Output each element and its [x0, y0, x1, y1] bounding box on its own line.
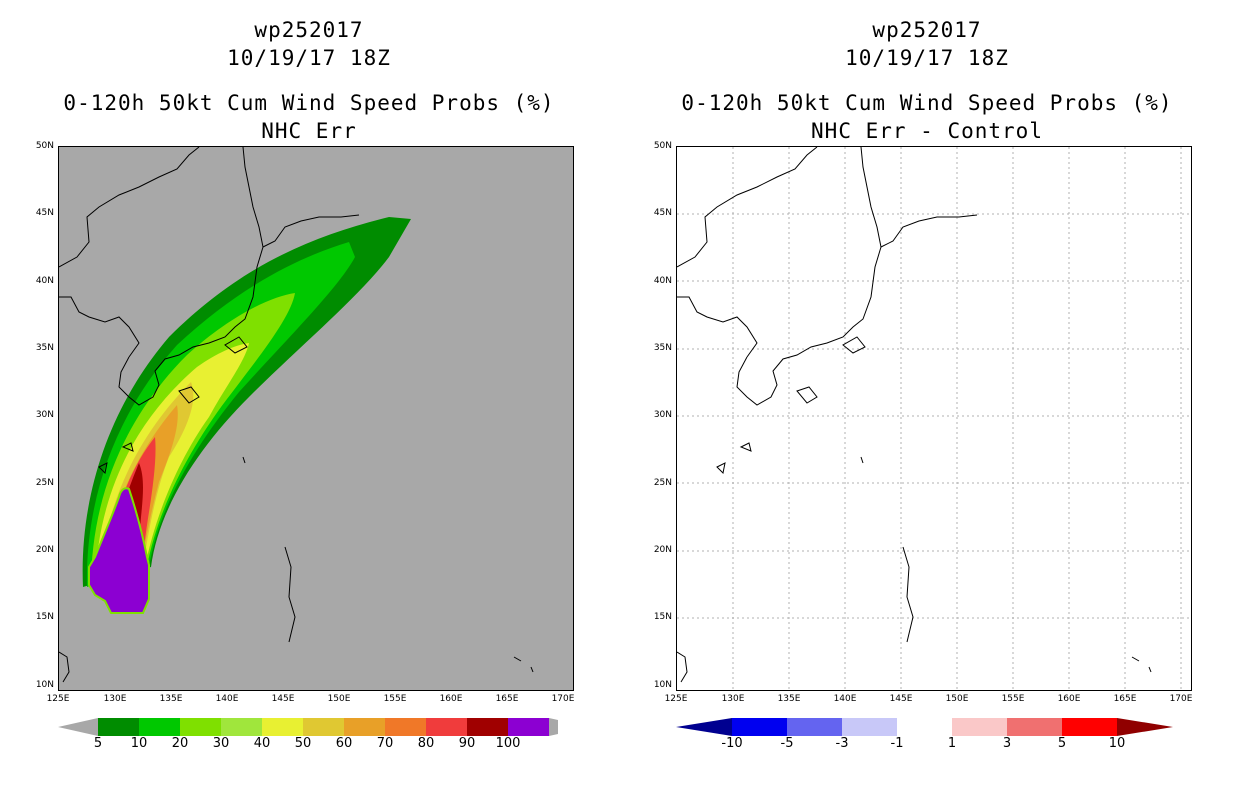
lat-label: 45N: [35, 208, 54, 218]
colorbar-label: 50: [294, 736, 312, 751]
lon-label: 160E: [439, 694, 463, 704]
lon-label: 125E: [46, 694, 70, 704]
colorbar-label: -5: [780, 736, 794, 751]
lat-label: 25N: [653, 478, 672, 488]
product-title: 0-120h 50kt Cum Wind Speed Probs (%): [63, 91, 555, 115]
product-title: 0-120h 50kt Cum Wind Speed Probs (%): [681, 91, 1173, 115]
lon-label: 165E: [495, 694, 519, 704]
lat-label: 25N: [35, 478, 54, 488]
coastlines: [59, 147, 534, 683]
colorbar-label: 10: [1108, 736, 1126, 751]
colorbar-label: 70: [376, 736, 394, 751]
colorbar-arrow-left: [676, 718, 732, 736]
map-canvas: [677, 147, 1191, 690]
lat-label: 35N: [653, 343, 672, 353]
lon-label: 130E: [721, 694, 745, 704]
colorbar-swatch: [1062, 718, 1117, 736]
date-time: 10/19/17 18Z: [845, 46, 1009, 70]
lon-label: 150E: [945, 694, 969, 704]
colorbar-swatch: [426, 718, 467, 736]
lon-label: 165E: [1113, 694, 1137, 704]
colorbar-arrow-right: [1117, 718, 1173, 736]
date-time: 10/19/17 18Z: [227, 46, 391, 70]
lat-label: 50N: [35, 141, 54, 151]
lon-label: 170E: [1169, 694, 1193, 704]
colorbar-arrow-left: [58, 718, 98, 736]
colorbar-swatch: [787, 718, 842, 736]
lat-label: 15N: [35, 612, 54, 622]
lon-label: 170E: [551, 694, 575, 704]
lat-label: 20N: [653, 545, 672, 555]
lon-label: 155E: [1001, 694, 1025, 704]
lat-label: 20N: [35, 545, 54, 555]
colorbar-label: 40: [253, 736, 271, 751]
colorbar-label: -10: [721, 736, 743, 751]
colorbar-arrow-right: [549, 718, 558, 736]
lon-label: 135E: [159, 694, 183, 704]
lat-label: 45N: [653, 208, 672, 218]
colorbar-swatch: [385, 718, 426, 736]
lat-label: 30N: [653, 410, 672, 420]
colorbar-label: 60: [335, 736, 353, 751]
colorbar-label: 80: [417, 736, 435, 751]
lat-label: 40N: [653, 276, 672, 286]
colorbar-swatch: [842, 718, 897, 736]
lat-label: 10N: [35, 680, 54, 690]
colorbar-label: 100: [495, 736, 521, 751]
lon-label: 135E: [777, 694, 801, 704]
colorbar: [58, 718, 558, 736]
coastlines: [677, 147, 1152, 683]
right-panel: wp252017 10/19/17 18Z 0-120h 50kt Cum Wi…: [618, 0, 1236, 800]
lat-label: 15N: [653, 612, 672, 622]
colorbar-label: 5: [1057, 736, 1067, 751]
colorbar: [676, 718, 1173, 736]
lon-label: 145E: [271, 694, 295, 704]
colorbar-label: 1: [947, 736, 957, 751]
colorbar-swatch: [1007, 718, 1062, 736]
lat-label: 10N: [653, 680, 672, 690]
colorbar-swatch: [897, 718, 952, 736]
lon-label: 125E: [664, 694, 688, 704]
lat-label: 30N: [35, 410, 54, 420]
subtitle: NHC Err: [261, 119, 357, 143]
grid-lines: [677, 147, 1191, 690]
colorbar-swatch: [467, 718, 508, 736]
colorbar-label: 10: [130, 736, 148, 751]
colorbar-label: -3: [835, 736, 849, 751]
storm-id: wp252017: [254, 18, 364, 42]
colorbar-label: 5: [93, 736, 103, 751]
storm-id: wp252017: [872, 18, 982, 42]
colorbar-label: 90: [458, 736, 476, 751]
lon-label: 145E: [889, 694, 913, 704]
colorbar-swatch: [98, 718, 139, 736]
lon-label: 160E: [1057, 694, 1081, 704]
colorbar-swatch: [139, 718, 180, 736]
left-panel: wp252017 10/19/17 18Z 0-120h 50kt Cum Wi…: [35, 18, 575, 751]
lat-label: 40N: [35, 276, 54, 286]
colorbar-swatch: [732, 718, 787, 736]
subtitle: NHC Err - Control: [811, 119, 1043, 143]
difference-map: [676, 146, 1192, 691]
lon-label: 150E: [327, 694, 351, 704]
colorbar-swatch: [344, 718, 385, 736]
colorbar-swatch: [262, 718, 303, 736]
colorbar-swatch: [508, 718, 549, 736]
colorbar-label: 30: [212, 736, 230, 751]
map-canvas: [59, 147, 534, 683]
prob-100: [88, 487, 150, 614]
colorbar-swatch: [180, 718, 221, 736]
lon-label: 140E: [215, 694, 239, 704]
colorbar-label: -1: [890, 736, 904, 751]
lon-label: 140E: [833, 694, 857, 704]
lon-label: 130E: [103, 694, 127, 704]
colorbar-swatch: [952, 718, 1007, 736]
lat-label: 50N: [653, 141, 672, 151]
colorbar-swatch: [303, 718, 344, 736]
colorbar-label: 3: [1002, 736, 1012, 751]
colorbar-label: 20: [171, 736, 189, 751]
lon-label: 155E: [383, 694, 407, 704]
probability-map: [58, 146, 574, 691]
colorbar-swatch: [221, 718, 262, 736]
lat-label: 35N: [35, 343, 54, 353]
